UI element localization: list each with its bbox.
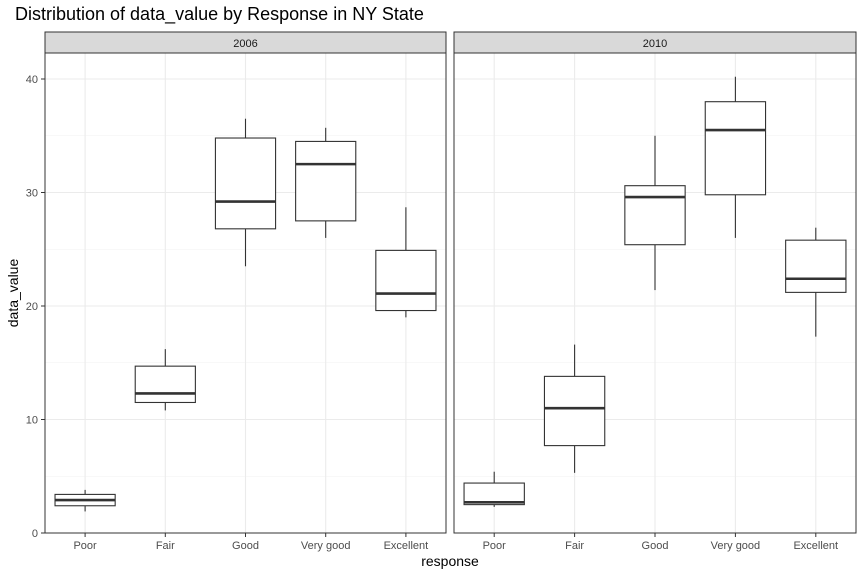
x-tick-label-excellent: Excellent <box>793 540 838 552</box>
box-2006-good <box>214 137 277 230</box>
y-tick-label: 20 <box>26 301 38 313</box>
y-axis-title: data_value <box>5 259 21 328</box>
chart-title: Distribution of data_value by Response i… <box>15 4 424 25</box>
x-tick-label-very-good: Very good <box>711 540 761 552</box>
box-2010-very-good <box>704 101 767 196</box>
y-tick-label: 40 <box>26 74 38 86</box>
x-tick-label-poor: Poor <box>483 540 507 552</box>
x-tick-label-excellent: Excellent <box>384 540 429 552</box>
x-axis-title: response <box>421 553 479 569</box>
x-tick-label-very-good: Very good <box>301 540 351 552</box>
y-tick-label: 10 <box>26 415 38 427</box>
box-2010-fair <box>543 375 606 447</box>
x-tick-label-poor: Poor <box>73 540 97 552</box>
box-2010-excellent <box>785 239 847 293</box>
box-2006-very-good <box>295 140 357 222</box>
x-tick-label-good: Good <box>642 540 669 552</box>
box-2010-good <box>624 185 686 246</box>
y-tick-label: 0 <box>32 528 38 540</box>
y-tick-label: 30 <box>26 188 38 200</box>
box-2006-excellent <box>375 249 437 312</box>
x-tick-label-fair: Fair <box>565 540 584 552</box>
box-2010-poor <box>463 482 525 506</box>
box-2006-fair <box>134 365 196 404</box>
x-tick-label-fair: Fair <box>156 540 175 552</box>
facet-label-2010: 2010 <box>643 38 667 50</box>
plot-area: 0 10 20 30 40 2006 Poor Fair Good Very good Excell… <box>26 31 857 552</box>
x-tick-label-good: Good <box>232 540 259 552</box>
facet-label-2006: 2006 <box>233 38 257 50</box>
